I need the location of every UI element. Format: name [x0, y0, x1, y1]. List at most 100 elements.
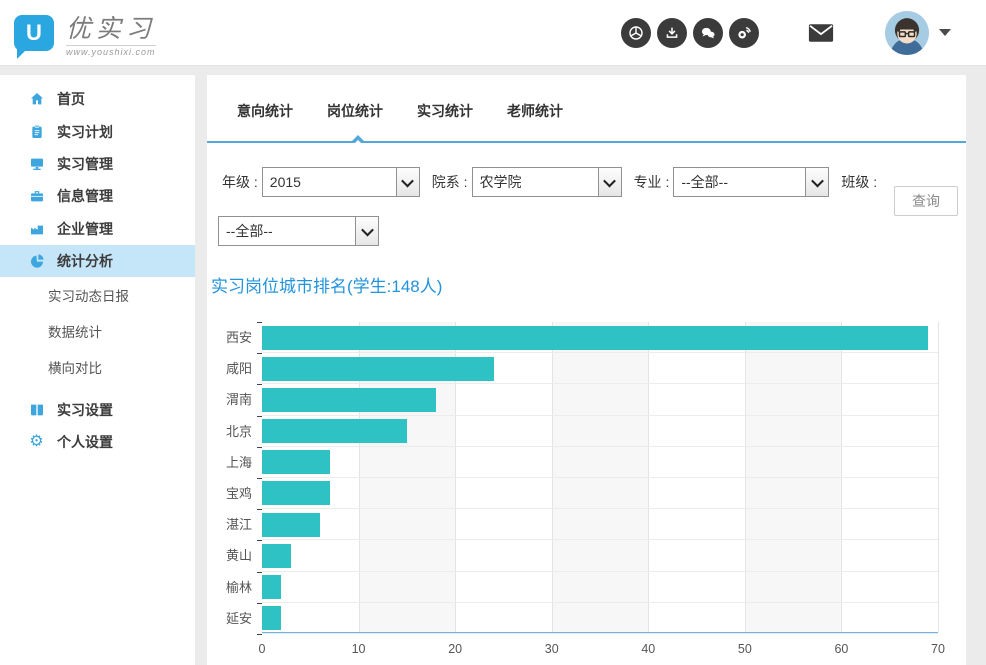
sidebar-item-info-management[interactable]: 信息管理 — [0, 180, 195, 212]
tab-intention-stats[interactable]: 意向统计 — [237, 103, 293, 119]
y-axis-tick — [257, 384, 262, 386]
sidebar-subitem-data-statistics[interactable]: 数据统计 — [0, 313, 195, 349]
class-select[interactable]: --全部-- — [218, 216, 379, 246]
query-button[interactable]: 查询 — [894, 186, 958, 216]
download-icon[interactable] — [657, 17, 688, 48]
pie-chart-icon — [28, 253, 45, 270]
y-axis-tick — [257, 353, 262, 355]
x-axis-tick-label: 40 — [641, 642, 656, 656]
chart-bar-row — [262, 447, 938, 478]
home-icon — [28, 91, 45, 108]
brand-url: www.youshixi.com — [66, 44, 157, 57]
chart-bar[interactable] — [262, 450, 330, 475]
sidebar-item-internship-plan[interactable]: 实习计划 — [0, 115, 195, 147]
sidebar-item-label: 统计分析 — [57, 253, 113, 270]
weibo-icon[interactable] — [729, 17, 760, 48]
sidebar-item-label: 信息管理 — [57, 188, 113, 205]
chart-category-label: 宝鸡 — [225, 485, 252, 501]
wechat-icon[interactable] — [693, 17, 724, 48]
sidebar-subitem-horizontal-compare[interactable]: 横向对比 — [0, 349, 195, 385]
y-axis-tick — [257, 322, 262, 323]
chart-bar[interactable] — [262, 543, 291, 568]
filter-area: 年级 : 2015 院系 : 农学院 专业 : --全部-- 班级 : --全部… — [207, 143, 966, 246]
clipboard-icon — [28, 123, 45, 140]
sidebar-item-label: 个人设置 — [57, 433, 113, 450]
chart-bar[interactable] — [262, 606, 282, 631]
chart-bar-row — [262, 353, 938, 385]
sidebar-item-label: 企业管理 — [57, 220, 113, 237]
chart-bar[interactable] — [262, 575, 282, 599]
sidebar-item-personal-settings[interactable]: ⚙ 个人设置 — [0, 426, 195, 458]
chart-bar-row — [262, 478, 938, 510]
brand-name: 优实习 — [66, 14, 157, 43]
sidebar-item-enterprise-management[interactable]: 企业管理 — [0, 213, 195, 245]
x-axis-tick-label: 70 — [931, 642, 945, 656]
chart-ylabels: 西安咸阳渭南北京上海宝鸡湛江黄山榆林延安 — [207, 322, 262, 634]
chart-bar[interactable] — [262, 356, 494, 381]
tab-teacher-stats[interactable]: 老师统计 — [507, 103, 563, 119]
chart-category-label: 西安 — [225, 330, 252, 345]
monitor-icon — [28, 155, 45, 172]
sidebar-item-label: 实习管理 — [57, 155, 113, 172]
header: U 优实习 www.youshixi.com — [0, 0, 986, 66]
bar-chart: 西安咸阳渭南北京上海宝鸡湛江黄山榆林延安 — [207, 322, 966, 635]
aperture-icon[interactable] — [621, 17, 652, 48]
grade-select[interactable]: 2015 — [261, 167, 420, 197]
chart-plot — [257, 322, 939, 635]
grade-label: 年级 : — [222, 174, 258, 190]
sidebar-item-home[interactable]: 首页 — [0, 83, 195, 115]
mail-icon[interactable] — [807, 22, 835, 44]
chart-bar-row — [262, 322, 938, 354]
sidebar-item-internship-management[interactable]: 实习管理 — [0, 148, 195, 180]
content-panel: 意向统计 岗位统计 实习统计 老师统计 年级 : 2015 院系 : 农学院 专… — [207, 75, 966, 665]
chart-category-label: 咸阳 — [225, 361, 252, 377]
tab-position-stats[interactable]: 岗位统计 — [327, 103, 383, 119]
book-icon — [28, 401, 45, 418]
y-axis-tick — [257, 634, 262, 635]
chevron-down-icon — [805, 168, 829, 196]
sidebar-item-statistics-analysis[interactable]: 统计分析 — [0, 244, 195, 278]
chart-category-label: 黄山 — [225, 548, 252, 564]
user-menu-chevron-down-icon[interactable] — [939, 29, 952, 36]
chart-bar[interactable] — [262, 419, 407, 444]
y-axis-tick — [257, 509, 262, 511]
chart-category-label: 渭南 — [225, 392, 252, 408]
chart-bar-row — [262, 572, 938, 603]
tab-internship-stats[interactable]: 实习统计 — [417, 103, 473, 119]
sidebar-item-internship-settings[interactable]: 实习设置 — [0, 393, 195, 425]
chart-gridline — [938, 322, 939, 632]
chart-category-label: 上海 — [225, 454, 252, 470]
briefcase-icon — [28, 188, 45, 205]
chart-bar-row — [262, 603, 938, 634]
x-axis-tick-label: 0 — [258, 642, 266, 656]
chart-category-label: 湛江 — [225, 517, 252, 533]
chart-bar-row — [262, 509, 938, 541]
sidebar-subitem-daily-report[interactable]: 实习动态日报 — [0, 277, 195, 313]
department-select[interactable]: 农学院 — [471, 167, 622, 197]
logo-bubble-icon: U — [14, 14, 54, 59]
chart-category-label: 榆林 — [225, 579, 252, 595]
y-axis-tick — [257, 415, 262, 417]
brand-logo[interactable]: U 优实习 www.youshixi.com — [14, 9, 157, 59]
chart-bar[interactable] — [262, 481, 330, 506]
x-axis-tick-label: 20 — [448, 642, 463, 656]
chart-category-label: 延安 — [225, 610, 252, 626]
chart-bar-row — [262, 540, 938, 572]
chart-category-label: 北京 — [225, 423, 252, 439]
factory-icon — [28, 220, 45, 237]
sidebar-subitem-label: 横向对比 — [48, 361, 102, 377]
y-axis-tick — [257, 540, 262, 542]
department-label: 院系 : — [431, 174, 468, 190]
sidebar-item-label: 实习设置 — [57, 401, 113, 418]
chart-bar[interactable] — [262, 512, 320, 537]
chevron-down-icon — [597, 168, 621, 196]
sidebar-subitem-label: 数据统计 — [48, 325, 102, 341]
avatar[interactable] — [885, 10, 930, 55]
sidebar: 首页 实习计划 实习管理 信息管理 企业管理 统计分析 实习动态日报 数据统计 … — [0, 75, 195, 665]
chart-bar[interactable] — [262, 325, 929, 350]
chevron-down-icon — [355, 217, 378, 245]
class-label: 班级 : — [841, 174, 878, 190]
chart-bar[interactable] — [262, 387, 436, 412]
major-select[interactable]: --全部-- — [673, 167, 830, 197]
x-axis-tick-label: 30 — [544, 642, 559, 656]
